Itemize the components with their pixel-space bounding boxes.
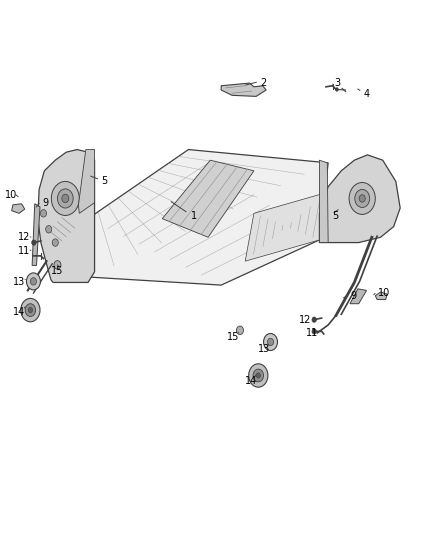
Circle shape	[359, 195, 365, 202]
Text: 9: 9	[350, 290, 356, 301]
Circle shape	[51, 181, 79, 215]
Polygon shape	[32, 204, 40, 265]
Text: 9: 9	[42, 198, 48, 208]
Text: 3: 3	[335, 78, 341, 88]
Circle shape	[32, 240, 36, 245]
Circle shape	[52, 239, 58, 246]
Text: 12: 12	[298, 314, 311, 325]
Circle shape	[62, 194, 69, 203]
Polygon shape	[162, 160, 254, 237]
Circle shape	[312, 317, 316, 322]
Text: 2: 2	[261, 78, 267, 88]
Text: 4: 4	[363, 88, 369, 99]
Circle shape	[256, 373, 261, 378]
Circle shape	[26, 273, 40, 290]
Text: 14: 14	[245, 376, 258, 386]
Text: 10: 10	[378, 288, 391, 298]
Circle shape	[335, 87, 339, 92]
Polygon shape	[88, 150, 328, 285]
Circle shape	[46, 225, 52, 233]
Circle shape	[40, 209, 46, 217]
Polygon shape	[78, 150, 95, 213]
Circle shape	[268, 338, 274, 346]
Circle shape	[237, 326, 244, 335]
Circle shape	[25, 304, 35, 317]
Circle shape	[28, 308, 32, 313]
Circle shape	[355, 189, 370, 207]
Text: 15: 15	[227, 332, 239, 342]
Polygon shape	[319, 160, 328, 243]
Circle shape	[249, 364, 268, 387]
Polygon shape	[221, 83, 266, 96]
Text: 1: 1	[191, 211, 197, 221]
Polygon shape	[350, 289, 367, 304]
Text: 12: 12	[18, 232, 31, 243]
Polygon shape	[375, 292, 387, 300]
Circle shape	[54, 261, 61, 269]
Text: 11: 11	[18, 246, 30, 255]
Circle shape	[21, 298, 40, 322]
Text: 5: 5	[332, 211, 339, 221]
Circle shape	[57, 189, 73, 208]
Circle shape	[312, 329, 316, 334]
Circle shape	[264, 334, 278, 351]
Text: 13: 13	[258, 344, 271, 354]
Text: 13: 13	[13, 278, 25, 287]
Polygon shape	[319, 155, 400, 243]
Text: 10: 10	[5, 190, 18, 200]
Polygon shape	[245, 192, 328, 261]
Text: 15: 15	[51, 266, 63, 276]
Circle shape	[253, 369, 264, 382]
Text: 14: 14	[13, 306, 25, 317]
Polygon shape	[12, 204, 25, 213]
Circle shape	[30, 278, 36, 285]
Circle shape	[349, 182, 375, 214]
Polygon shape	[38, 150, 95, 282]
Text: 5: 5	[101, 176, 107, 187]
Text: 11: 11	[306, 328, 318, 338]
